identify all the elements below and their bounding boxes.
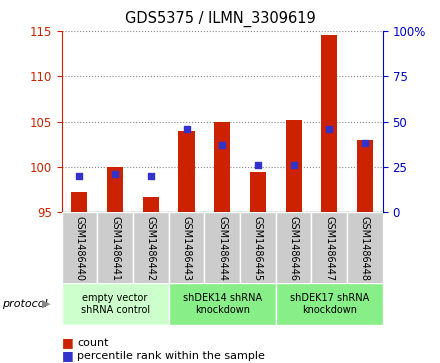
Point — [361, 140, 368, 146]
Text: GSM1486440: GSM1486440 — [74, 216, 84, 281]
Text: GDS5375 / ILMN_3309619: GDS5375 / ILMN_3309619 — [125, 11, 315, 27]
Text: GSM1486446: GSM1486446 — [289, 216, 299, 281]
Point — [326, 126, 333, 132]
Text: percentile rank within the sample: percentile rank within the sample — [77, 351, 265, 361]
Bar — [240, 212, 276, 285]
Bar — [276, 283, 383, 325]
Text: GSM1486447: GSM1486447 — [324, 216, 334, 281]
Bar — [214, 122, 230, 212]
Bar — [276, 212, 312, 285]
Bar — [169, 212, 204, 285]
Bar — [204, 212, 240, 285]
Point — [183, 126, 190, 132]
Bar — [62, 212, 97, 285]
Point — [76, 173, 83, 179]
Point — [147, 173, 154, 179]
Bar — [250, 171, 266, 212]
Text: GSM1486442: GSM1486442 — [146, 216, 156, 281]
Bar — [133, 212, 169, 285]
Bar — [286, 120, 301, 212]
Text: ■: ■ — [62, 349, 73, 362]
Text: GSM1486443: GSM1486443 — [182, 216, 191, 281]
Text: GSM1486441: GSM1486441 — [110, 216, 120, 281]
Text: shDEK14 shRNA
knockdown: shDEK14 shRNA knockdown — [183, 293, 262, 315]
Text: GSM1486444: GSM1486444 — [217, 216, 227, 281]
Point — [254, 162, 261, 168]
Bar — [143, 197, 159, 212]
Text: count: count — [77, 338, 109, 348]
Bar — [179, 131, 194, 212]
Bar — [62, 283, 169, 325]
Text: empty vector
shRNA control: empty vector shRNA control — [81, 293, 150, 315]
Point — [219, 142, 226, 148]
Text: protocol: protocol — [2, 299, 48, 309]
Point — [112, 171, 119, 177]
Bar — [71, 192, 88, 212]
Point — [290, 162, 297, 168]
Bar — [169, 283, 276, 325]
Bar — [347, 212, 383, 285]
Text: GSM1486448: GSM1486448 — [360, 216, 370, 281]
Bar — [107, 167, 123, 212]
Bar — [357, 140, 373, 212]
Text: GSM1486445: GSM1486445 — [253, 216, 263, 281]
Text: ▶: ▶ — [42, 299, 50, 309]
Text: ■: ■ — [62, 337, 73, 350]
Bar — [321, 35, 337, 212]
Text: shDEK17 shRNA
knockdown: shDEK17 shRNA knockdown — [290, 293, 369, 315]
Bar — [97, 212, 133, 285]
Bar — [312, 212, 347, 285]
